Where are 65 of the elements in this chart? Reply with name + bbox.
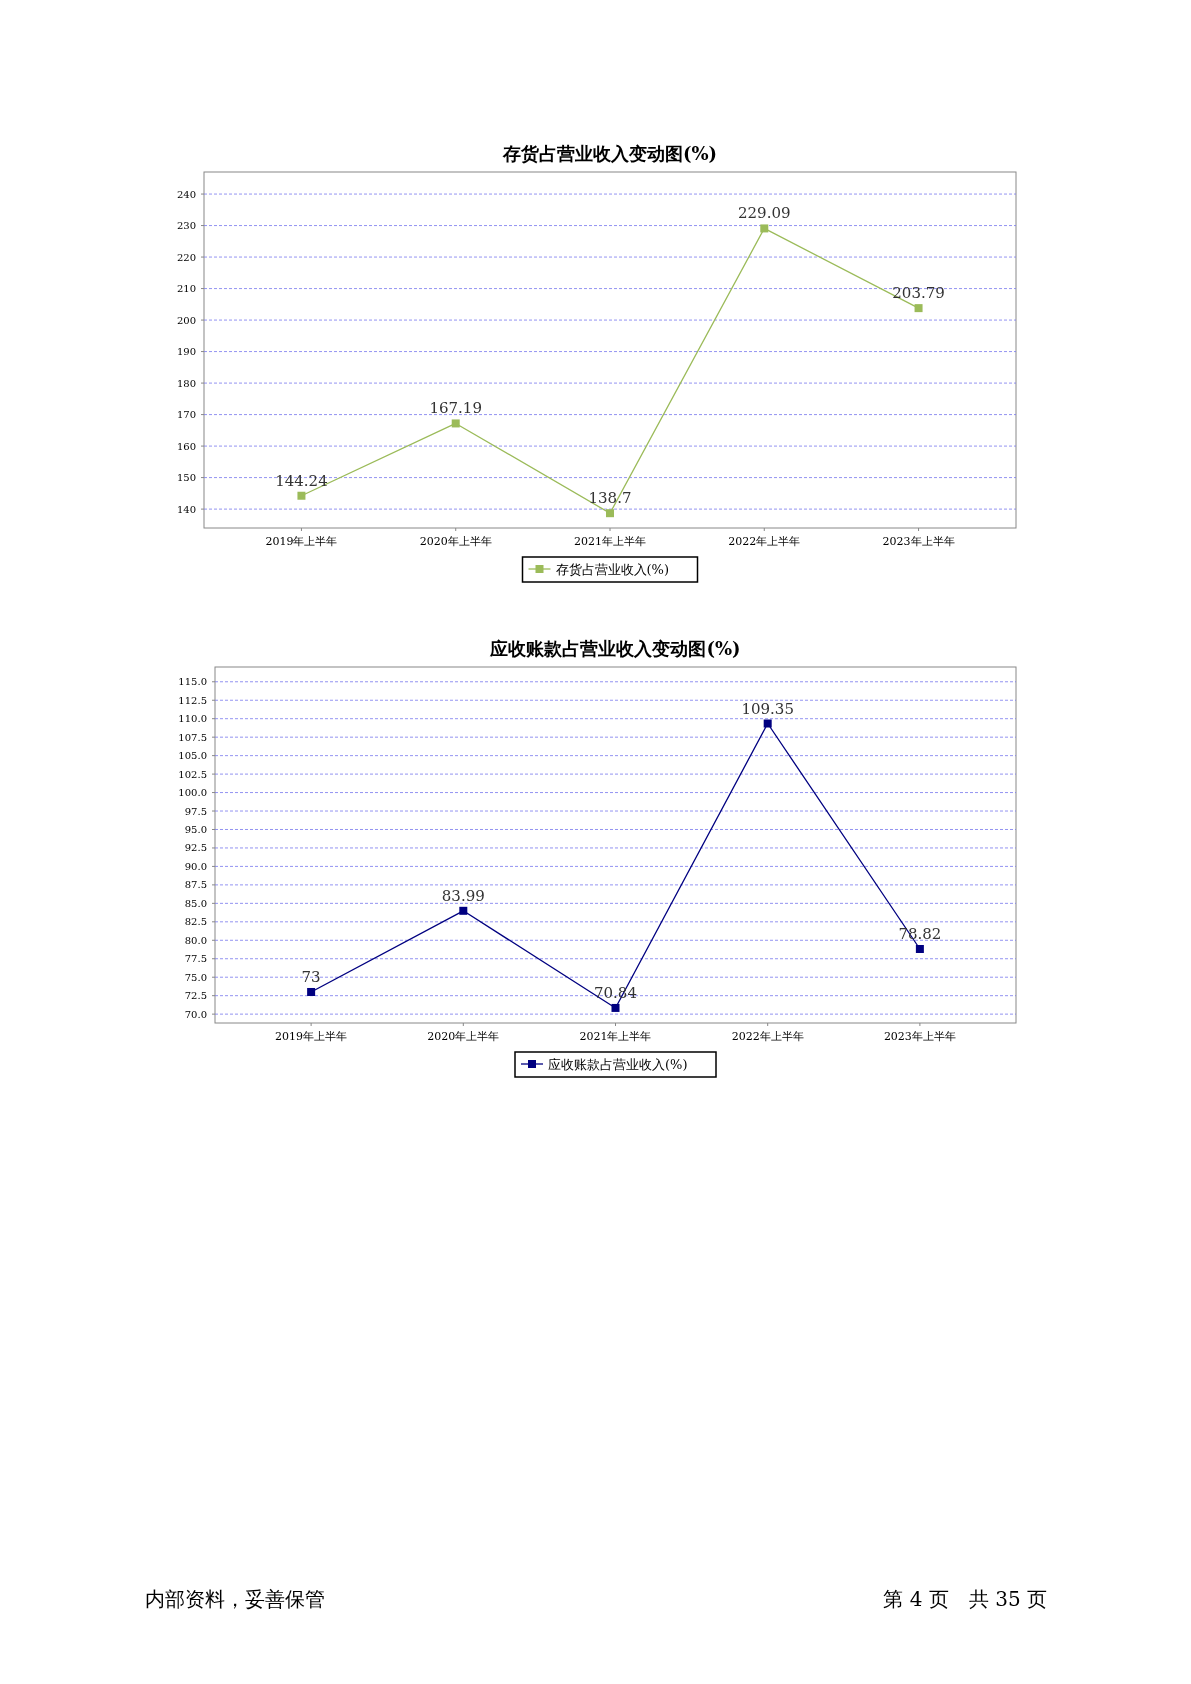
legend-label: 存货占营业收入(%): [555, 562, 669, 577]
legend: 存货占营业收入(%): [521, 556, 699, 583]
data-label: 83.99: [441, 886, 485, 905]
text: 第 4 页 共 35 页: [883, 1587, 1047, 1611]
point: [307, 987, 316, 996]
y-tick-label: 82.5: [184, 916, 207, 928]
data-label: 73: [301, 967, 321, 986]
y-tick-label: 110.0: [178, 713, 207, 725]
y-tick-label: 140: [176, 503, 196, 515]
y-tick-label: 200: [176, 314, 196, 326]
y-tick-label: 87.5: [184, 879, 207, 891]
y-tick-label: 72.5: [184, 990, 207, 1002]
y-tick-label: 112.5: [178, 694, 207, 706]
y-tick-label: 90.0: [184, 860, 207, 872]
y-tick-label: 80.0: [184, 934, 207, 946]
y-tick-label: 220: [176, 251, 196, 263]
x-tick-label: 2020年上半年: [419, 535, 492, 548]
legend: 应收账款占营业收入(%): [514, 1051, 717, 1078]
point: [763, 719, 772, 728]
point: [914, 304, 923, 313]
point: [606, 509, 614, 518]
y-tick-label: 100.0: [178, 787, 207, 799]
x-tick-label: 2023年上半年: [882, 535, 955, 548]
data-label: 203.79: [892, 284, 945, 303]
y-tick-label: 102.5: [178, 768, 207, 780]
y-tick-label: 115.0: [178, 676, 207, 688]
data-label: 109.35: [741, 699, 794, 718]
x-tick-label: 2022年上半年: [728, 535, 801, 548]
x-tick-label: 2019年上半年: [275, 1030, 348, 1043]
y-tick-label: 107.5: [178, 731, 207, 743]
y-tick-label: 70.0: [184, 1008, 207, 1020]
x-tick-label: 2023年上半年: [883, 1030, 956, 1043]
point: [611, 1003, 620, 1012]
y-tick-label: 180: [176, 377, 196, 389]
x-tick-label: 2022年上半年: [731, 1030, 804, 1043]
data-label: 167.19: [429, 399, 482, 418]
y-tick-label: 150: [176, 472, 196, 484]
point: [760, 224, 769, 233]
y-tick-label: 92.5: [184, 842, 207, 854]
x-tick-label: 2019年上半年: [265, 535, 338, 548]
y-tick-label: 77.5: [184, 953, 207, 965]
text: 内部资料，妥善保管: [145, 1587, 325, 1611]
point: [915, 944, 924, 953]
y-tick-label: 75.0: [184, 971, 207, 983]
x-tick-label: 2021年上半年: [579, 1030, 652, 1043]
y-tick-label: 170: [176, 409, 196, 421]
data-label: 229.09: [738, 204, 791, 223]
y-tick-label: 95.0: [184, 823, 207, 835]
chart-title: 应收账款占营业收入变动图(%): [489, 638, 741, 659]
y-tick-label: 85.0: [184, 897, 207, 909]
x-tick-label: 2021年上半年: [574, 535, 646, 548]
y-tick-label: 240: [176, 188, 196, 200]
y-tick-label: 210: [176, 283, 196, 295]
point: [451, 419, 460, 428]
y-tick-label: 105.0: [178, 750, 207, 762]
y-tick-label: 190: [176, 346, 196, 358]
y-tick-label: 160: [176, 440, 196, 452]
legend-label: 应收账款占营业收入(%): [548, 1057, 688, 1072]
x-tick-label: 2020年上半年: [427, 1030, 500, 1043]
point: [459, 906, 468, 915]
y-tick-label: 230: [176, 220, 196, 232]
data-label: 144.24: [275, 471, 328, 490]
chart-title: 存货占营业收入变动图(%): [501, 143, 718, 164]
point: [297, 491, 306, 500]
y-tick-label: 97.5: [184, 805, 207, 817]
